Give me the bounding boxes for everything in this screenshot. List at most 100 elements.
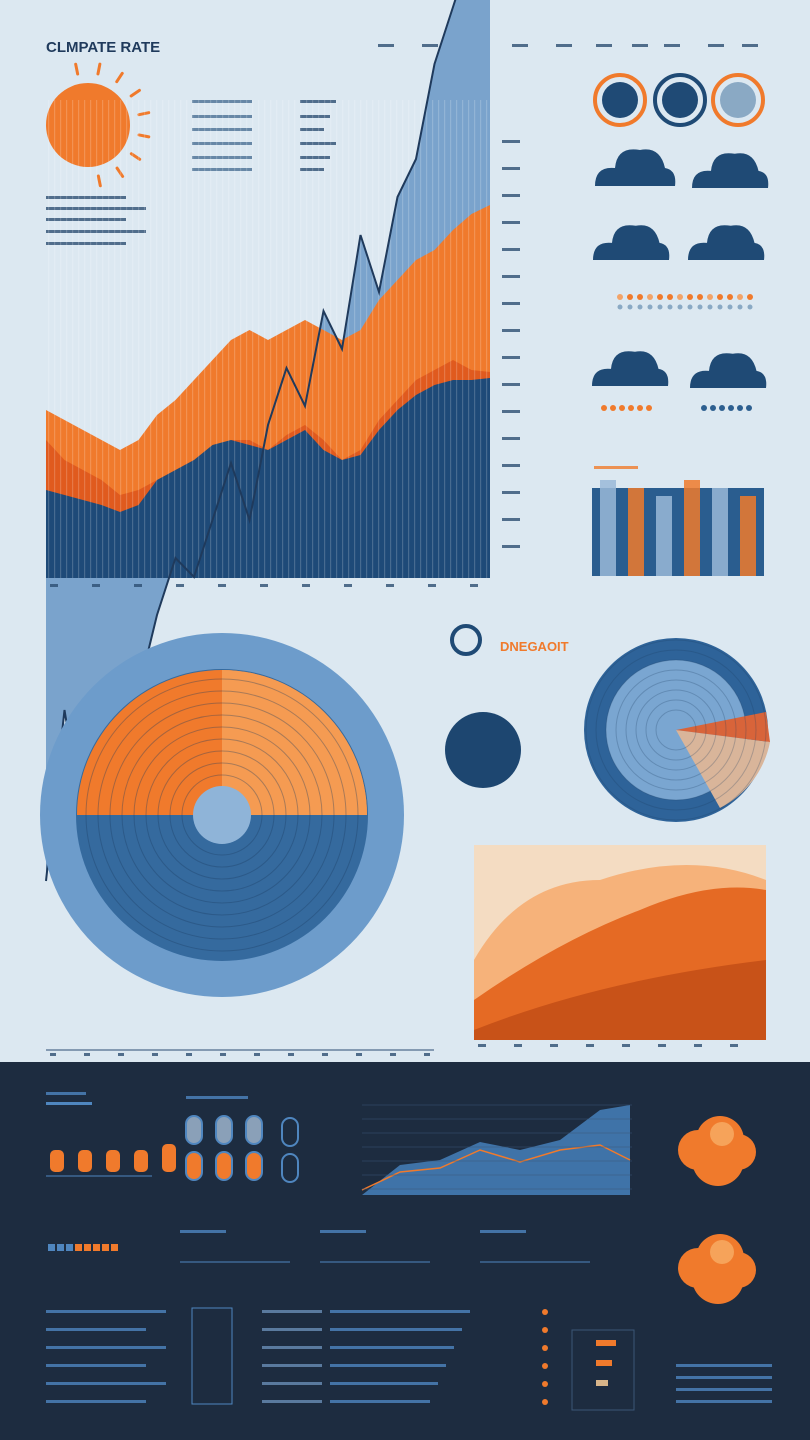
axis-label [658, 1044, 666, 1047]
sun-ray [96, 62, 102, 76]
axis-label [502, 221, 520, 224]
cloud-shape [688, 225, 765, 260]
capsule [185, 1115, 203, 1145]
icon-box [191, 1307, 233, 1405]
pill [134, 1150, 148, 1172]
text-placeholder [330, 1400, 430, 1403]
radial-ring [97, 690, 347, 940]
axis-label [502, 383, 520, 386]
tree-crown [692, 1252, 744, 1304]
pill [106, 1150, 120, 1172]
axis-label [84, 1053, 90, 1056]
sun-ray [129, 88, 141, 98]
ring [711, 73, 765, 127]
cloud [592, 351, 669, 386]
dot [727, 304, 733, 310]
axis-label [254, 1053, 260, 1056]
dot [747, 304, 753, 310]
dot [719, 405, 725, 411]
dot [646, 405, 652, 411]
axis-label [502, 464, 520, 467]
navy-circle [445, 712, 521, 788]
axis-label [502, 248, 520, 251]
axis-label [694, 1044, 702, 1047]
dot [617, 304, 623, 310]
dot [617, 294, 623, 300]
bar-panel-col [712, 488, 728, 576]
dot [697, 304, 703, 310]
sun-ray [115, 71, 124, 84]
header-label [708, 44, 724, 47]
dot [667, 304, 673, 310]
polar-wedge-orange [676, 712, 770, 742]
axis-label [386, 584, 394, 587]
title: CLMPATE RATE [46, 39, 160, 56]
axis-label [502, 545, 520, 548]
cloud [690, 353, 767, 388]
text-placeholder [46, 1328, 146, 1331]
bar-panel [592, 488, 764, 576]
polar-ring [625, 679, 727, 781]
cloud [595, 149, 676, 186]
header-label [556, 44, 572, 47]
mini-chart-bar [596, 1340, 616, 1346]
dot [737, 304, 743, 310]
axis-label [730, 1044, 738, 1047]
text-placeholder [330, 1364, 446, 1367]
dark-line [361, 1144, 631, 1191]
ring-core [662, 82, 698, 118]
dot [737, 294, 743, 300]
radial-ring [109, 702, 335, 928]
pill [78, 1150, 92, 1172]
axis-label [502, 437, 520, 440]
polar-ring [645, 699, 707, 761]
cloud-shape [592, 351, 669, 386]
mini-chart-bar [596, 1380, 608, 1386]
text-placeholder [676, 1364, 772, 1367]
text-placeholder [262, 1310, 322, 1313]
text-placeholder [676, 1400, 772, 1403]
dot [601, 405, 607, 411]
polar-ring [655, 709, 697, 751]
axis-label [302, 584, 310, 587]
mini-bar [57, 1244, 64, 1251]
polar-ring [595, 649, 757, 811]
dot [717, 294, 723, 300]
axis-label [502, 329, 520, 332]
bar-panel-col [656, 496, 672, 576]
capsule [281, 1153, 299, 1183]
row-dot [542, 1399, 548, 1405]
capsule [215, 1115, 233, 1145]
dot [707, 304, 713, 310]
dot [627, 304, 633, 310]
dot [677, 294, 683, 300]
bar-panel-col [740, 496, 756, 576]
cloud-shape [593, 225, 670, 260]
axis-label [502, 302, 520, 305]
header-label [632, 44, 648, 47]
axis-label [356, 1053, 362, 1056]
text-placeholder [480, 1230, 526, 1233]
mini-bar [93, 1244, 100, 1251]
header-label [512, 44, 528, 47]
axis-label [502, 410, 520, 413]
axis-label [428, 584, 436, 587]
polar-ring [585, 639, 767, 821]
mini-bar [75, 1244, 82, 1251]
header-label [664, 44, 680, 47]
axis-label [502, 167, 520, 170]
cloud-shape [595, 149, 676, 186]
bottom-background [0, 1062, 810, 1440]
tree-crown-light [710, 1240, 734, 1264]
dot [627, 294, 633, 300]
row-dot [542, 1381, 548, 1387]
text-placeholder [262, 1382, 322, 1385]
axis-label [586, 1044, 594, 1047]
dot [610, 405, 616, 411]
axis-label [622, 1044, 630, 1047]
mini-chart [571, 1329, 635, 1411]
axis-label [502, 140, 520, 143]
axis-label [424, 1053, 430, 1056]
capsule [185, 1151, 203, 1181]
